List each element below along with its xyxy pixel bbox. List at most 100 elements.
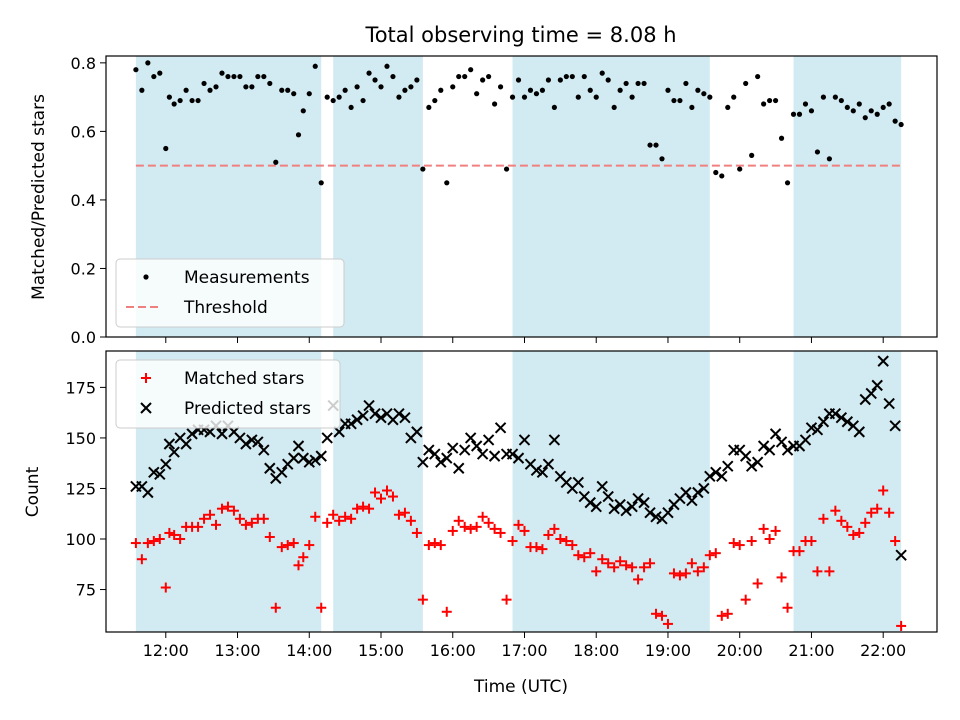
measurement-point <box>850 108 856 114</box>
predicted-point <box>638 496 650 509</box>
measurement-point <box>707 94 713 100</box>
measurement-point <box>856 101 862 107</box>
measurement-point <box>491 101 498 107</box>
matched-point <box>370 487 381 498</box>
measurement-point <box>725 104 731 111</box>
measurement-point <box>213 84 219 90</box>
predicted-point <box>865 387 877 400</box>
measurement-point <box>605 77 611 83</box>
matched-point <box>358 501 369 512</box>
matched-point <box>193 521 204 532</box>
predicted-point <box>458 444 471 456</box>
matched-point <box>662 618 673 629</box>
measurement-point <box>551 104 557 111</box>
measurement-point <box>814 149 821 155</box>
predicted-point <box>441 452 453 464</box>
predicted-point <box>835 412 848 424</box>
measurement-point <box>342 87 348 93</box>
predicted-point <box>608 502 620 515</box>
top-y-tick-label: 0.6 <box>71 122 96 141</box>
predicted-point <box>811 424 824 436</box>
matched-point <box>340 511 351 522</box>
predicted-point <box>506 448 519 460</box>
measurement-point <box>749 152 755 158</box>
predicted-point <box>411 426 423 438</box>
matched-point <box>304 540 315 551</box>
bottom-series-x <box>130 355 907 561</box>
predicted-point <box>716 470 728 483</box>
measurement-point <box>629 94 635 100</box>
measurement-point <box>820 94 827 100</box>
predicted-point <box>180 438 192 450</box>
measurement-point <box>647 142 653 148</box>
measurement-point <box>133 67 139 73</box>
predicted-point <box>464 432 477 444</box>
matched-point <box>854 527 865 538</box>
matched-point <box>199 513 210 524</box>
matched-point <box>264 531 275 542</box>
matched-point <box>633 574 644 585</box>
measurement-point <box>802 101 809 107</box>
matched-point <box>222 501 233 512</box>
predicted-point <box>662 507 674 519</box>
matched-point <box>710 548 721 559</box>
predicted-point <box>292 440 305 452</box>
predicted-point <box>626 500 638 513</box>
x-tick-label: 13:00 <box>214 641 260 660</box>
measurement-point <box>599 70 605 76</box>
measurement-point <box>683 80 689 87</box>
predicted-point <box>769 428 782 440</box>
predicted-point <box>710 466 722 479</box>
x-axis-title: Time (UTC) <box>473 677 568 697</box>
measurement-point <box>330 97 336 104</box>
predicted-point <box>739 450 752 462</box>
measurement-point <box>653 142 659 148</box>
matched-point <box>890 536 901 547</box>
measurement-point <box>677 97 683 104</box>
measurement-point <box>689 104 695 111</box>
matched-point <box>830 505 841 516</box>
predicted-point <box>488 450 501 462</box>
measurement-point <box>695 87 701 93</box>
predicted-point <box>333 426 345 438</box>
predicted-point <box>429 448 441 460</box>
matched-point <box>806 536 817 547</box>
measurement-point <box>444 180 450 186</box>
measurement-point <box>225 73 231 80</box>
measurement-point <box>569 73 575 80</box>
measurement-point <box>886 101 892 107</box>
measurement-point <box>713 169 719 176</box>
bottom-axes-frame <box>105 350 938 633</box>
x-tick-label: 17:00 <box>501 641 547 660</box>
matched-point <box>328 509 339 520</box>
predicted-point <box>871 379 883 392</box>
predicted-point <box>829 407 842 420</box>
matched-point <box>234 513 245 524</box>
matched-point <box>543 529 554 540</box>
matched-point <box>459 521 470 532</box>
measurement-point <box>312 63 318 69</box>
x-tick-label: 22:00 <box>860 641 906 660</box>
measurement-point <box>462 73 468 80</box>
measurement-point <box>360 97 366 104</box>
matched-point <box>411 527 422 538</box>
matched-point <box>692 566 703 577</box>
predicted-point <box>258 444 270 456</box>
matched-point <box>860 517 871 528</box>
measurement-point <box>623 80 629 87</box>
matched-point <box>447 525 458 536</box>
predicted-point <box>853 426 865 438</box>
measurement-point <box>868 108 874 114</box>
bottom-y-tick-label: 175 <box>65 378 96 397</box>
matched-point <box>417 594 428 605</box>
matched-point <box>423 540 434 551</box>
matched-point <box>322 517 333 528</box>
measurement-point <box>778 135 785 141</box>
matched-point <box>288 538 299 549</box>
measurement-point <box>261 73 267 80</box>
measurement-point <box>527 87 534 93</box>
predicted-point <box>698 482 710 495</box>
bottom-y-tick-label: 125 <box>65 479 96 498</box>
top-y-tick-label: 0.0 <box>71 328 96 347</box>
matched-point <box>555 534 566 545</box>
